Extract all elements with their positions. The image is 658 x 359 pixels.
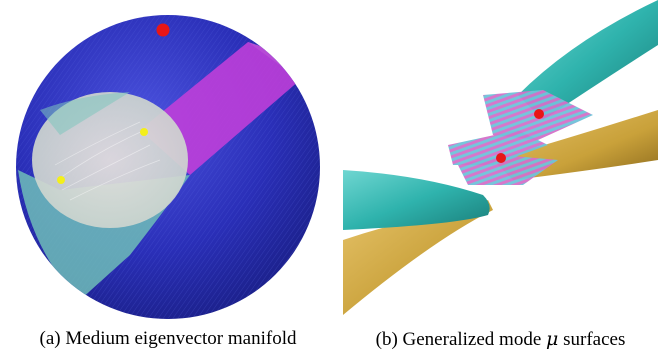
gold-surface-lower — [343, 200, 493, 315]
panel-a-eigenvector-manifold — [16, 15, 320, 319]
yellow-point-right — [140, 128, 148, 136]
disk-streaks — [54, 121, 161, 201]
caption-b-prefix: (b) Generalized mode — [375, 329, 547, 350]
surfaces-figure — [343, 0, 658, 315]
panel-b-mode-surfaces — [343, 0, 658, 359]
striped-patch-middle — [448, 130, 548, 165]
teal-surface-right — [518, 0, 658, 120]
teal-surface-left — [343, 170, 490, 230]
yellow-point-left — [57, 176, 65, 184]
red-point — [156, 23, 170, 37]
teal-region-left — [40, 92, 130, 135]
caption-b-suffix: surfaces — [558, 329, 626, 350]
red-point-lower — [496, 153, 506, 163]
striped-patch-lower — [458, 155, 558, 185]
caption-b-symbol: μ — [546, 328, 559, 350]
caption-b: (b) Generalized mode μ surfaces — [343, 328, 658, 351]
sphere-figure — [16, 15, 320, 319]
caption-a: (a) Medium eigenvector manifold — [0, 328, 336, 350]
red-point-upper — [534, 109, 544, 119]
caption-a-text: (a) Medium eigenvector manifold — [39, 328, 297, 349]
